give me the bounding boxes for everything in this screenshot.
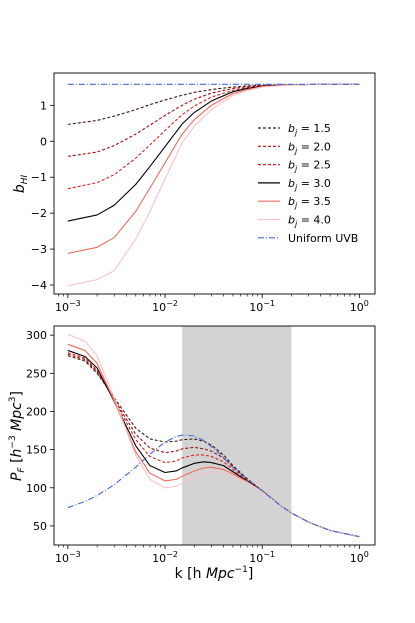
series-line-2 (67, 353, 360, 538)
legend: bj = 1.5 bj = 2.0 bj = 2.5 bj = 3.0 bj = 3.5… (258, 122, 358, 245)
legend-item: bj = 2.0 (258, 140, 331, 155)
plot-panel-1: 10−3 10−2 10−1 100 −4 −3 −2 −1 0 1 (31, 72, 376, 314)
legend-item: bj = 1.5 (258, 122, 331, 137)
plot-panel-2: 10−3 10−2 10−1 100 50 100 150 200 250 300 (26, 325, 376, 565)
legend-label: bj = 4.0 (288, 214, 331, 229)
x-tick-label: 100 (350, 299, 369, 314)
y-tick-label: −3 (31, 243, 47, 256)
axes-frame (53, 325, 376, 546)
x-axis-label: k [h Mpc−1] (175, 565, 254, 582)
y-tick-label: 0 (40, 135, 47, 148)
y-axis-label-top: bHI (12, 174, 30, 193)
y-tick-label: −1 (31, 171, 47, 184)
y-tick-label: −4 (31, 279, 47, 292)
legend-item: bj = 4.0 (258, 214, 331, 229)
series-line-3 (67, 83, 360, 190)
series-line-3 (67, 352, 360, 538)
series-line-1 (67, 355, 360, 538)
y-tick-label: 200 (26, 405, 47, 418)
series-group (67, 83, 360, 287)
legend-label: bj = 2.5 (288, 159, 331, 174)
x-tick-label: 100 (350, 550, 369, 565)
shaded-region (182, 326, 292, 545)
y-tick-label: 1 (40, 99, 47, 112)
x-tick-label: 10−2 (152, 299, 178, 314)
y-tick-label: 300 (26, 329, 47, 342)
axes-frame (53, 72, 376, 295)
y-tick-label: 50 (33, 520, 47, 533)
y-tick-label: 100 (26, 482, 47, 495)
legend-label: bj = 1.5 (288, 122, 331, 137)
x-tick-label: 10−2 (152, 550, 178, 565)
legend-label: bj = 3.0 (288, 177, 331, 192)
x-tick-label: 10−3 (55, 550, 81, 565)
x-tick-label: 10−3 (55, 299, 81, 314)
x-tick-label: 10−1 (249, 299, 275, 314)
y-tick-label: −2 (31, 207, 47, 220)
series-line-7 (67, 434, 360, 538)
legend-label: Uniform UVB (288, 232, 358, 245)
y-tick-label: 150 (26, 444, 47, 457)
x-tick-label: 10−1 (249, 550, 275, 565)
series-group (67, 333, 360, 538)
y-axis-label-bottom: PF [h−3 Mpc3] (8, 391, 27, 481)
legend-item: bj = 3.5 (258, 195, 331, 210)
legend-item: Uniform UVB (258, 232, 358, 245)
y-tick-label: 250 (26, 367, 47, 380)
legend-label: bj = 3.5 (288, 195, 331, 210)
legend-item: bj = 2.5 (258, 159, 331, 174)
legend-item: bj = 3.0 (258, 177, 331, 192)
legend-label: bj = 2.0 (288, 140, 331, 155)
